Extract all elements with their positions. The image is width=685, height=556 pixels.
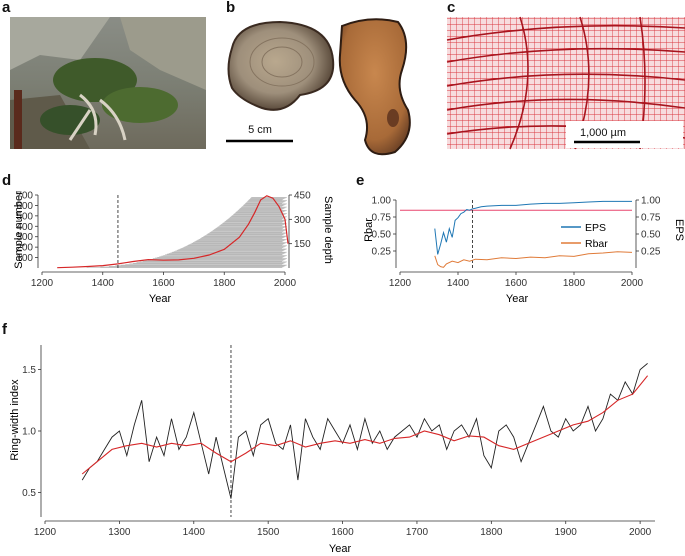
d-y-tick-label-right: 150 (294, 239, 311, 250)
e-legend-label-eps: EPS (585, 222, 606, 234)
pith (387, 109, 399, 127)
f-x-tick-label: 1900 (555, 527, 578, 538)
e-ylabel-right: EPS (673, 219, 685, 241)
d-x-tick-label: 1400 (92, 278, 115, 289)
d-y-tick-label-right: 450 (294, 191, 311, 202)
d-ylabel: Sample number (13, 191, 25, 269)
f-x-tick-label: 1800 (480, 527, 503, 538)
rock-slab (10, 17, 110, 70)
d-x-tick-label: 1200 (31, 278, 54, 289)
f-y-tick-label: 1.5 (22, 365, 36, 376)
panel-letter-c: c (447, 0, 456, 16)
e-y-tick-label-right: 0.75 (641, 213, 661, 224)
shrub (40, 105, 100, 135)
f-x-tick-label: 1400 (183, 527, 206, 538)
e-xlabel: Year (506, 293, 529, 305)
panel-letter-e: e (356, 172, 365, 189)
cross-section-disc (227, 20, 335, 111)
d-y-tick-label: 100 (16, 253, 33, 264)
sample-lifespan-bars (86, 197, 287, 269)
e-ylabel: Rbar (363, 218, 375, 242)
panel-letter-d: d (2, 172, 12, 189)
e-y-tick-label: 0.50 (372, 230, 392, 241)
growth-ring (249, 37, 315, 87)
e-x-tick-label: 1800 (563, 278, 586, 289)
d-x-tick-label: 1600 (152, 278, 175, 289)
f-y-tick-label: 1.0 (22, 427, 36, 438)
panel-a-photo (10, 17, 206, 149)
f-smoothed-line (81, 375, 649, 475)
f-x-tick-label: 1300 (108, 527, 131, 538)
e-x-tick-label: 1600 (505, 278, 528, 289)
f-xlabel: Year (329, 543, 352, 555)
shrub (102, 87, 178, 123)
f-x-tick-label: 1600 (331, 527, 354, 538)
scale-label: 1,000 µm (580, 127, 626, 139)
f-y-tick-label: 0.5 (22, 488, 36, 499)
d-y-tick-label-right: 300 (294, 215, 311, 226)
e-y-tick-label-right: 1.00 (641, 196, 661, 207)
panel-letter-b: b (226, 0, 236, 16)
d-y-tick-label: 700 (16, 191, 33, 202)
e-legend: EPS Rbar (561, 222, 608, 250)
shrub (53, 58, 137, 102)
f-x-tick-label: 2000 (629, 527, 652, 538)
f-x-tick-label: 1200 (34, 527, 57, 538)
f-ring-width-line (81, 363, 648, 499)
growth-ring (261, 46, 303, 78)
d-xlabel: Year (149, 293, 172, 305)
chart-f: 1200 1300 1400 1500 1600 1700 1800 1900 2000 0.5 1… (9, 345, 655, 555)
e-x-tick-label: 1400 (447, 278, 470, 289)
panel-letter-f: f (2, 321, 7, 338)
d-sample-depth-line (57, 195, 289, 269)
d-y-tick-label: 400 (16, 222, 33, 233)
cross-section-disc (338, 18, 411, 156)
chart-e: 1200 1400 1600 1800 2000 0.25 0.50 0.75 1.00 0.25… (363, 196, 685, 306)
deadwood (68, 93, 127, 141)
e-y-tick-label-right: 0.50 (641, 230, 661, 241)
d-y-tick-label: 600 (16, 201, 33, 212)
post (14, 90, 22, 149)
scale-label: 5 cm (248, 124, 272, 136)
e-y-tick-label-right: 0.25 (641, 247, 661, 258)
panel-c-photo: 1,000 µm (446, 16, 685, 150)
d-y-tick-label: 300 (16, 232, 33, 243)
e-legend-label-rbar: Rbar (585, 238, 608, 250)
f-x-tick-label: 1500 (257, 527, 280, 538)
f-ylabel: Ring-width index (9, 379, 21, 461)
e-y-tick-label: 0.75 (372, 213, 392, 224)
e-rbar-line (434, 251, 633, 268)
e-y-tick-label: 1.00 (372, 196, 392, 207)
e-x-tick-label: 1200 (389, 278, 412, 289)
panel-letter-a: a (2, 0, 11, 16)
panel-b-photo: 5 cm (226, 18, 411, 156)
d-y-tick-label: 200 (16, 243, 33, 254)
e-x-tick-label: 2000 (621, 278, 644, 289)
d-x-tick-label: 1800 (213, 278, 236, 289)
rock-slab (120, 17, 206, 90)
d-x-tick-label: 2000 (274, 278, 297, 289)
scale-label-box (566, 121, 683, 148)
d-ylabel-right: Sample depth (322, 196, 334, 264)
e-eps-line (434, 200, 632, 255)
f-x-tick-label: 1700 (406, 527, 429, 538)
chart-d: 1200 1400 1600 1800 200010020030040050060070… (13, 191, 334, 306)
d-y-tick-label: 500 (16, 211, 33, 222)
e-y-tick-label: 0.25 (372, 247, 392, 258)
